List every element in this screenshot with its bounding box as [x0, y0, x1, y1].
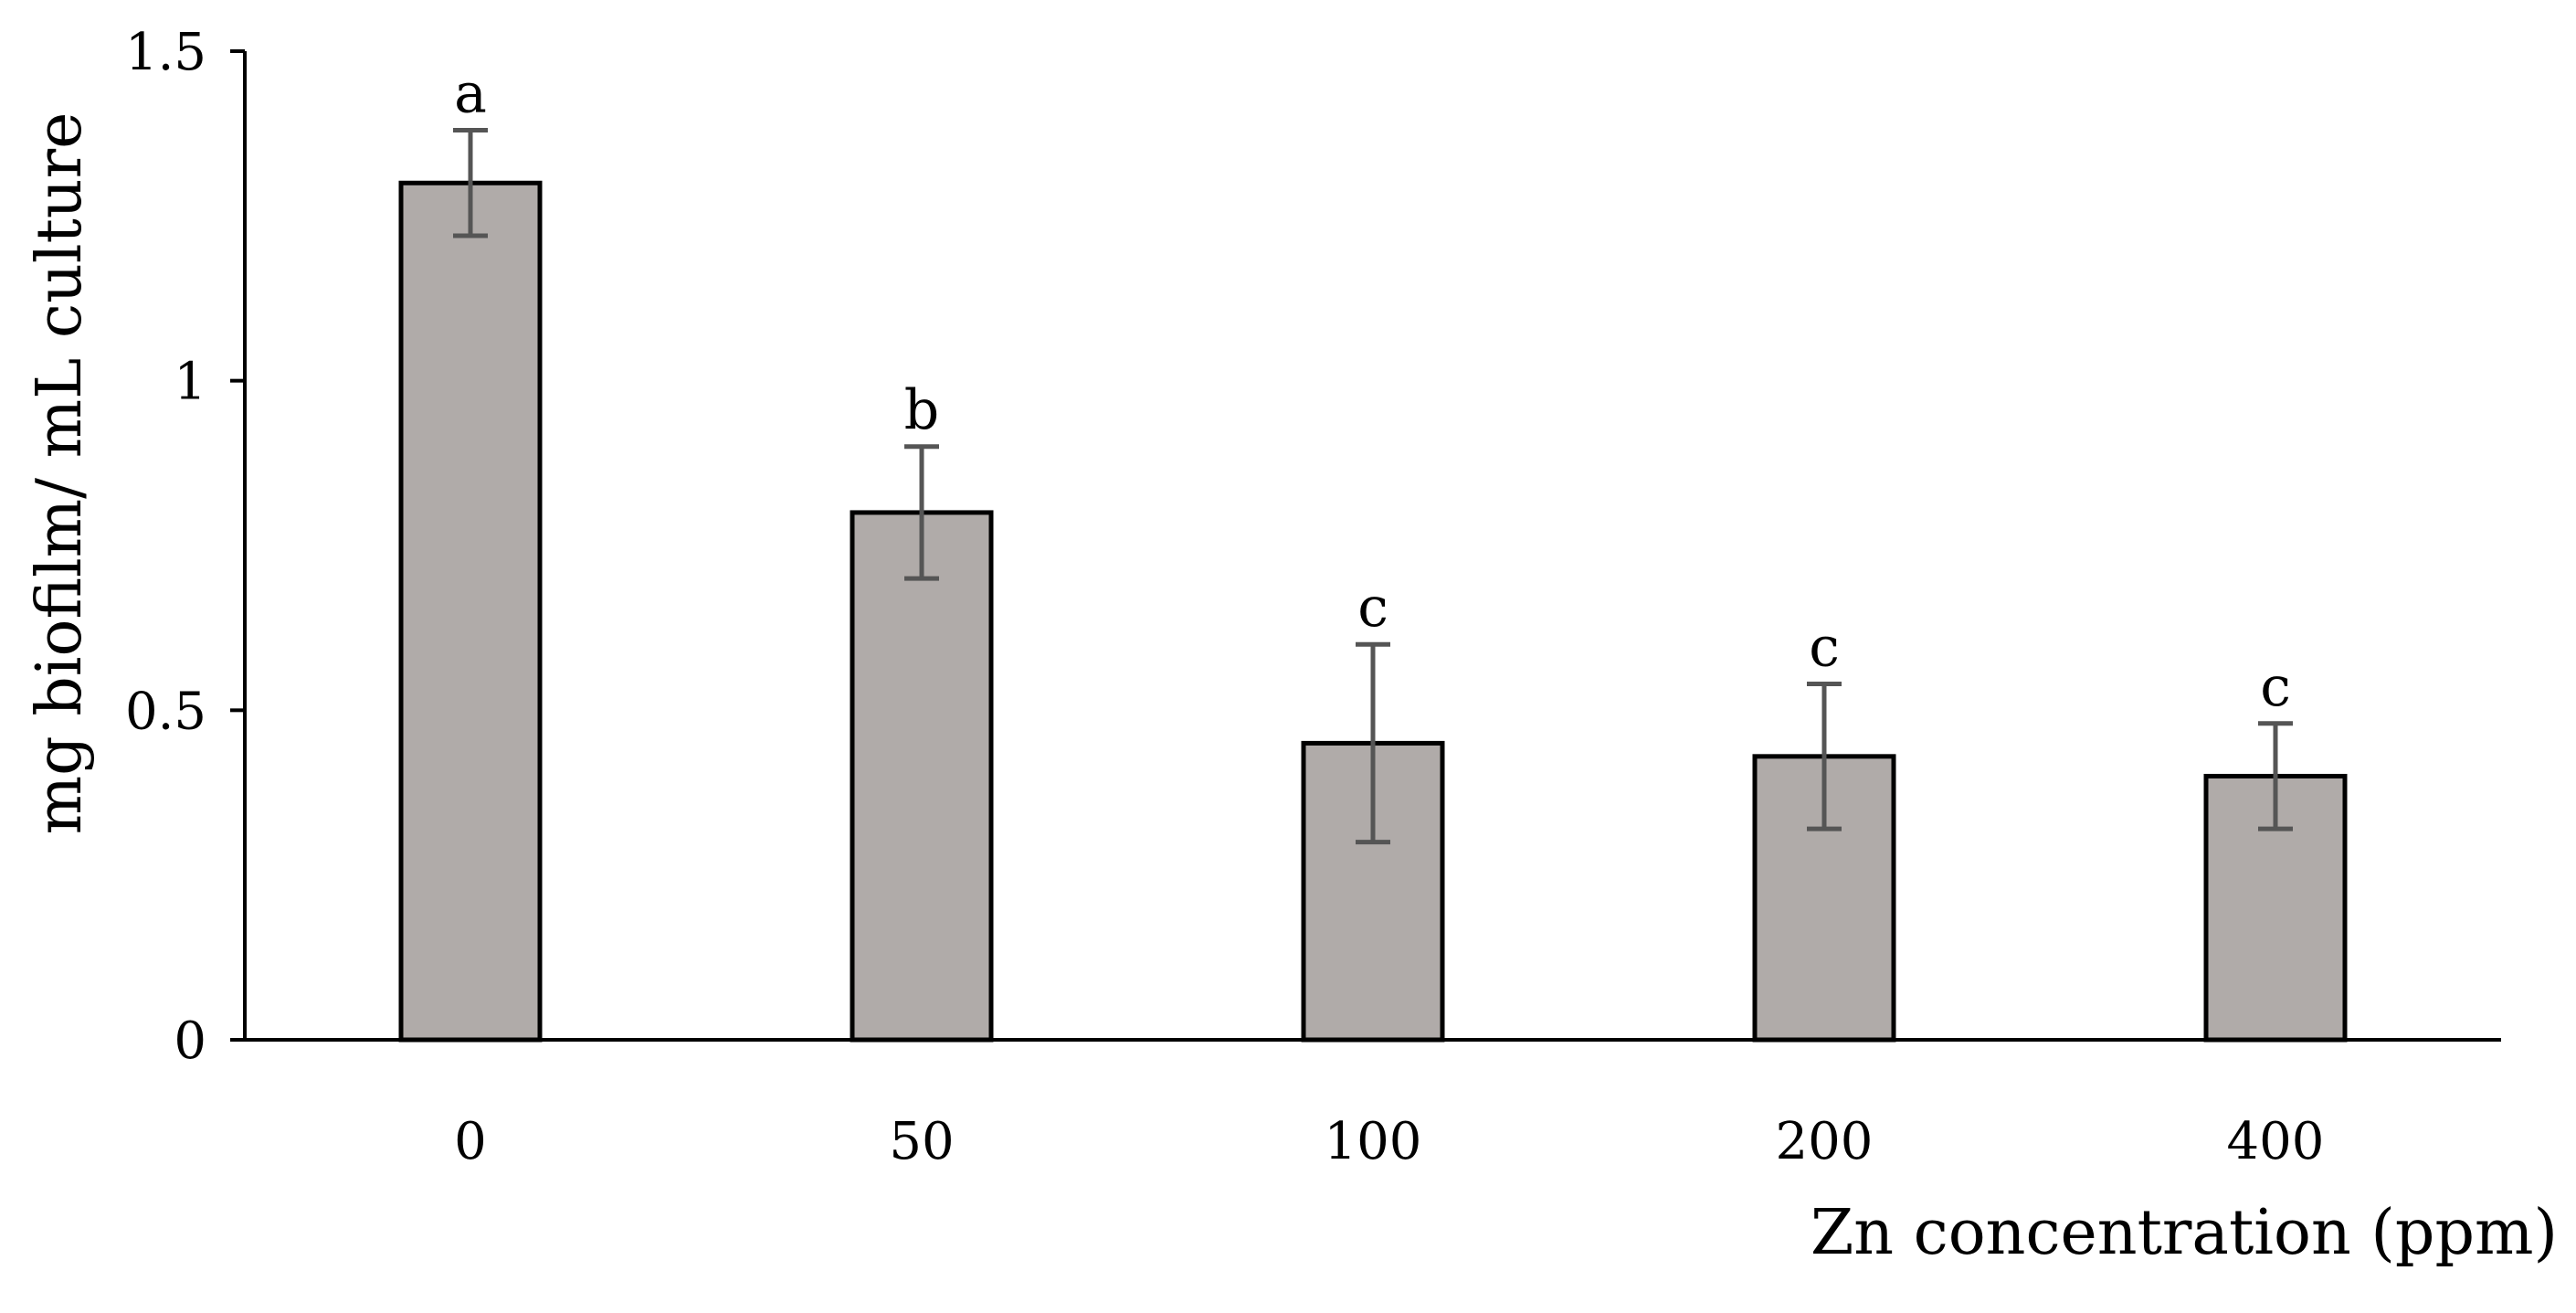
significance-label-50: b [904, 378, 939, 442]
bar-50 [850, 510, 994, 1043]
error-bar-400 [2258, 721, 2293, 831]
significance-label-100: c [1357, 576, 1388, 640]
error-bars-layer [453, 128, 2293, 845]
x-tick-label-100: 100 [1325, 1112, 1422, 1171]
y-tick-label: 0.5 [125, 682, 206, 741]
y-tick-label: 1 [174, 353, 206, 412]
y-tick-label: 1.5 [125, 23, 206, 82]
y-tick-label: 0 [174, 1011, 206, 1071]
error-bar-200 [1807, 681, 1842, 831]
x-tick-label-200: 200 [1776, 1112, 1874, 1171]
significance-label-200: c [1809, 615, 1840, 679]
bar-200 [1752, 754, 1896, 1043]
y-ticks-layer: 0 0.5 1 1.5 [125, 23, 245, 1071]
significance-label-400: c [2260, 655, 2291, 719]
error-bar-100 [1356, 641, 1390, 845]
bar-0 [398, 180, 543, 1043]
x-tick-label-50: 50 [889, 1112, 954, 1171]
x-axis-title: Zn concentration (ppm) [1811, 1197, 2558, 1269]
y-axis-title: mg biofilm/ mL culture [24, 112, 96, 835]
significance-labels-layer: a b c c c [454, 62, 2291, 719]
error-bar-50 [904, 444, 939, 581]
x-tick-label-0: 0 [454, 1112, 487, 1171]
axes-layer [243, 51, 2501, 1042]
significance-label-0: a [454, 62, 487, 126]
x-tick-labels-layer: 0 50 100 200 400 [454, 1112, 2324, 1171]
error-bar-0 [453, 128, 488, 238]
x-tick-label-400: 400 [2227, 1112, 2325, 1171]
